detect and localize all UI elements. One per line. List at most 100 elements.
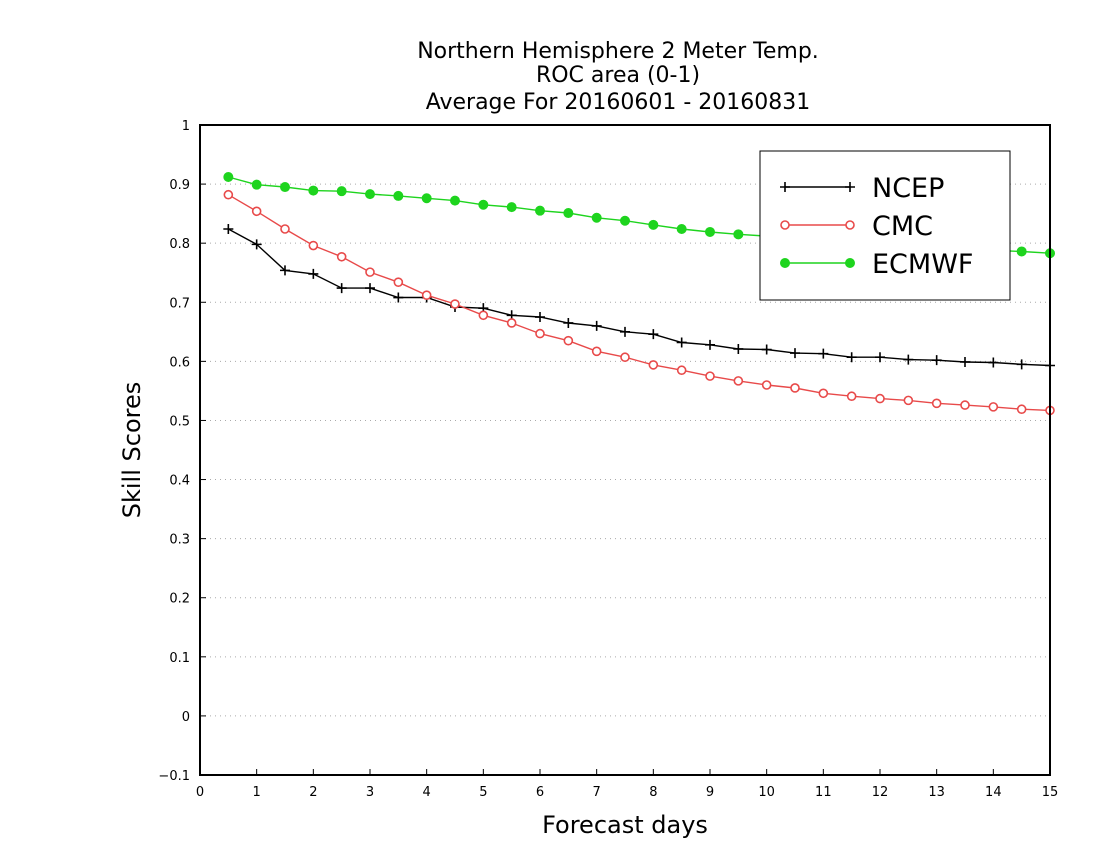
y-axis-ticks: −0.1 0 0.1 0.2 0.3 0.4 0.5 0.6 0.7 0.8 0.9 1 <box>158 119 206 784</box>
data-point-marker <box>780 220 790 230</box>
data-point-marker <box>336 251 347 262</box>
x-tick-label: 11 <box>815 785 832 800</box>
data-point-marker <box>676 337 687 348</box>
legend-label: CMC <box>872 211 933 242</box>
data-point-marker <box>308 268 319 279</box>
x-tick-label: 10 <box>758 785 775 800</box>
data-point-marker <box>705 226 715 237</box>
data-point-marker <box>875 352 885 363</box>
x-tick-label: 15 <box>1042 785 1059 800</box>
data-point-marker <box>931 398 942 409</box>
data-point-marker <box>223 172 234 182</box>
data-point-marker <box>478 310 489 321</box>
y-axis-label: Skill Scores <box>118 382 146 519</box>
series-cmc <box>223 189 1055 416</box>
series-ncep <box>223 224 1055 371</box>
data-point-marker <box>393 292 404 303</box>
x-tick-label: 3 <box>366 785 374 800</box>
data-point-marker <box>790 348 800 359</box>
chart-title: Northern Hemisphere 2 Meter Temp. ROC ar… <box>417 39 819 115</box>
x-tick-label: 9 <box>706 785 714 800</box>
data-point-marker <box>846 391 857 402</box>
data-point-marker <box>705 371 715 381</box>
data-point-marker <box>875 393 885 404</box>
data-point-marker <box>450 299 460 309</box>
data-point-marker <box>365 189 375 200</box>
data-point-marker <box>506 202 517 213</box>
data-point-marker <box>960 356 970 367</box>
data-point-marker <box>648 219 659 230</box>
y-tick-label: 0.3 <box>169 533 190 548</box>
legend-label: NCEP <box>872 173 944 204</box>
data-point-marker <box>780 182 790 192</box>
data-point-marker <box>620 215 630 226</box>
title-line-1: Northern Hemisphere 2 Meter Temp. <box>417 39 819 64</box>
x-tick-label: 5 <box>479 785 487 800</box>
data-point-marker <box>251 239 262 250</box>
data-point-marker <box>818 348 829 359</box>
data-point-marker <box>563 335 574 346</box>
x-tick-label: 4 <box>423 785 431 800</box>
data-point-marker <box>620 326 630 337</box>
data-point-marker <box>1016 404 1027 415</box>
y-tick-label: 0.8 <box>169 237 190 252</box>
data-point-marker <box>733 376 744 386</box>
data-point-marker <box>421 290 432 300</box>
data-point-marker <box>846 352 857 363</box>
legend-label: ECMWF <box>872 249 973 280</box>
data-point-marker <box>365 283 375 294</box>
data-point-marker <box>308 185 319 196</box>
data-point-marker <box>903 395 914 406</box>
y-tick-label: 0.7 <box>169 296 190 311</box>
data-point-marker <box>421 193 432 204</box>
data-point-marker <box>988 357 999 368</box>
data-point-marker <box>705 339 715 350</box>
data-point-marker <box>365 267 375 277</box>
data-point-marker <box>336 283 347 294</box>
data-point-marker <box>761 344 772 355</box>
title-line-2: ROC area (0-1) <box>536 63 700 88</box>
legend-entry-ecmwf: ECMWF <box>780 249 973 280</box>
y-tick-label: 0.9 <box>169 178 190 193</box>
x-tick-label: 6 <box>536 785 544 800</box>
x-axis-label: Forecast days <box>542 811 708 839</box>
data-point-marker <box>450 195 460 206</box>
data-point-marker <box>223 224 234 234</box>
data-point-marker <box>676 365 687 376</box>
data-point-marker <box>591 212 602 223</box>
title-line-3: Average For 20160601 - 20160831 <box>426 90 811 115</box>
data-point-marker <box>648 360 659 370</box>
data-point-marker <box>563 208 574 219</box>
y-tick-label: 0 <box>182 710 190 725</box>
data-point-marker <box>845 220 855 230</box>
data-point-marker <box>280 182 290 193</box>
data-point-marker <box>535 328 545 339</box>
data-point-marker <box>535 205 545 216</box>
data-point-marker <box>336 186 347 197</box>
y-tick-label: 0.6 <box>169 355 190 370</box>
data-point-marker <box>648 329 659 340</box>
data-point-marker <box>478 199 489 210</box>
data-point-marker <box>251 206 262 217</box>
x-tick-label: 2 <box>309 785 317 800</box>
data-point-marker <box>780 258 790 268</box>
data-point-marker <box>393 277 404 287</box>
x-tick-label: 7 <box>593 785 601 800</box>
data-point-marker <box>280 265 290 276</box>
y-tick-label: 0.5 <box>169 414 190 429</box>
data-point-marker <box>1016 246 1027 257</box>
data-point-marker <box>308 240 319 251</box>
legend: NCEP CMC ECMWF <box>759 150 1011 301</box>
data-point-marker <box>931 355 942 366</box>
legend-entry-ncep: NCEP <box>780 173 944 204</box>
data-point-marker <box>393 190 404 201</box>
legend-entry-cmc: CMC <box>780 211 933 242</box>
x-axis-ticks: 0 1 2 3 4 5 6 7 8 9 10 11 12 13 14 15 <box>196 769 1058 800</box>
data-point-marker <box>790 383 800 393</box>
data-point-marker <box>251 179 262 190</box>
data-point-marker <box>845 258 855 268</box>
x-tick-label: 0 <box>196 785 204 800</box>
data-point-marker <box>591 320 602 331</box>
data-point-marker <box>903 354 914 365</box>
